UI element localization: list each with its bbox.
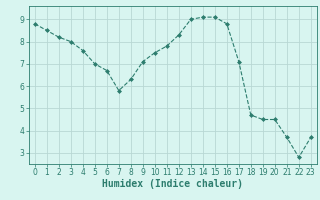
X-axis label: Humidex (Indice chaleur): Humidex (Indice chaleur) [102,179,243,189]
